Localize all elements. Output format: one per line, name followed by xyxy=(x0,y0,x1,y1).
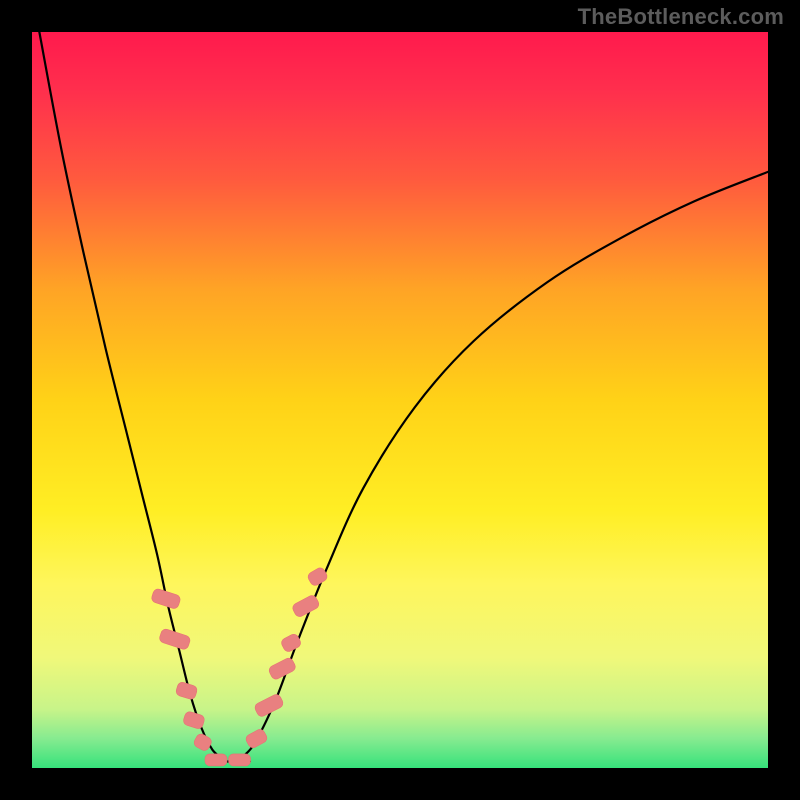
curve-marker xyxy=(205,754,227,766)
gradient-background xyxy=(32,32,768,768)
curve-marker xyxy=(229,754,251,766)
watermark-text: TheBottleneck.com xyxy=(578,4,784,30)
chart-plot-area xyxy=(32,32,768,768)
chart-svg xyxy=(32,32,768,768)
